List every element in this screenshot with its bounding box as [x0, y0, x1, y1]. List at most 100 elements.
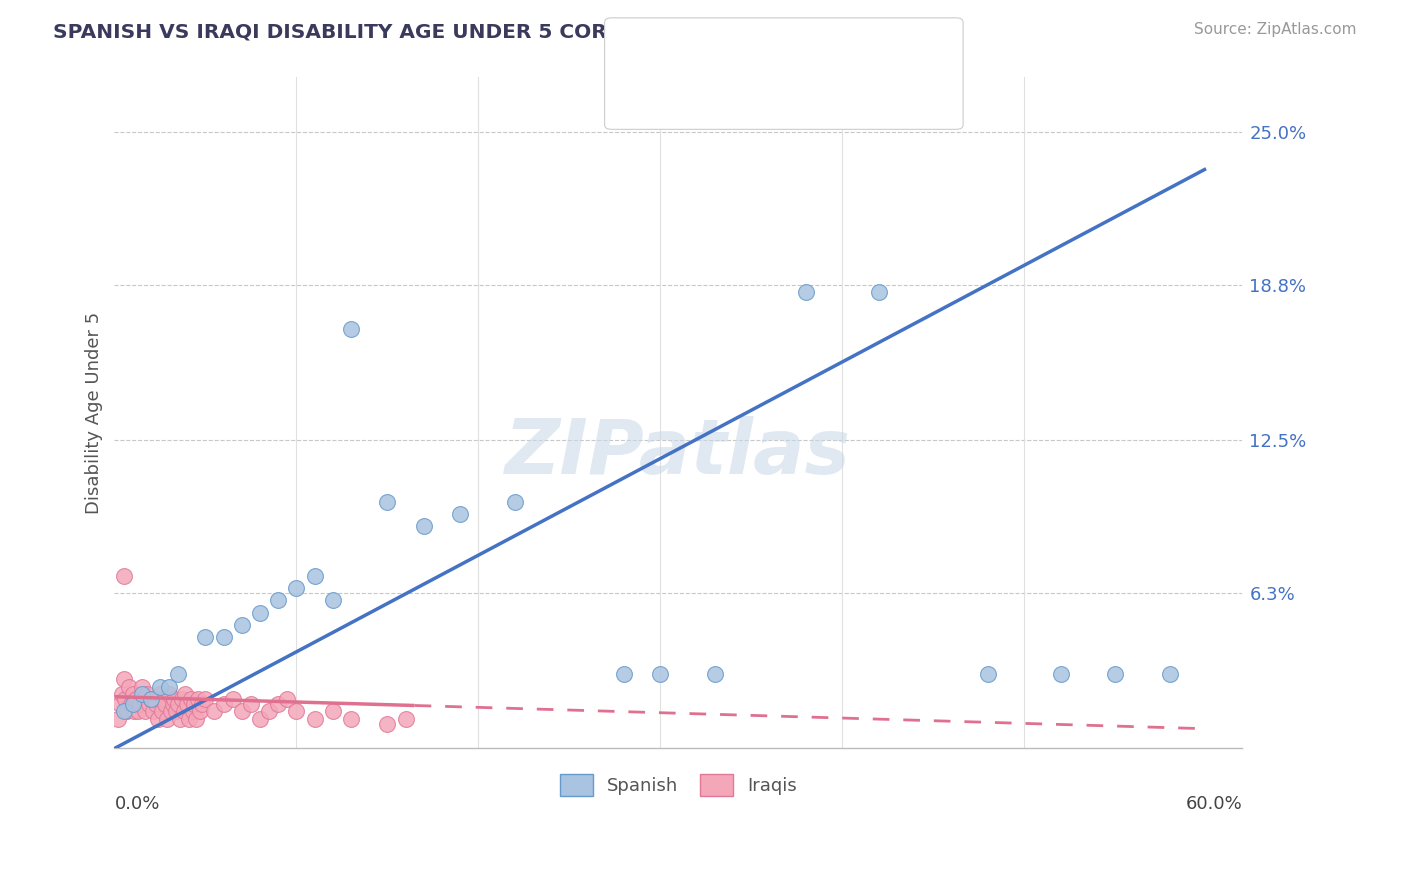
Point [1104, 667, 1126, 681]
Point [304, 569, 326, 583]
Point [112, 705, 135, 719]
Point [340, 322, 363, 336]
Point [204, 705, 226, 719]
Point [155, 697, 177, 711]
Point [132, 692, 155, 706]
Y-axis label: Disability Age Under 5: Disability Age Under 5 [86, 312, 103, 514]
Point [267, 593, 290, 607]
Point [249, 712, 271, 726]
Point [1049, 667, 1071, 681]
Point [868, 285, 890, 299]
Point [186, 712, 208, 726]
Point [128, 697, 150, 711]
Point [112, 569, 135, 583]
Point [120, 697, 142, 711]
Point [131, 680, 153, 694]
Point [285, 581, 308, 595]
Point [703, 667, 725, 681]
Point [194, 631, 217, 645]
Point [115, 705, 138, 719]
Point [322, 705, 344, 719]
Point [167, 697, 190, 711]
Point [285, 705, 308, 719]
Text: 60.0%: 60.0% [1185, 796, 1243, 814]
Point [139, 692, 162, 706]
Point [231, 618, 253, 632]
Point [112, 673, 135, 687]
Point [165, 705, 187, 719]
Point [257, 705, 280, 719]
Point [613, 667, 636, 681]
Point [118, 680, 141, 694]
Point [181, 705, 204, 719]
Point [162, 697, 184, 711]
Point [121, 697, 143, 711]
Point [190, 697, 212, 711]
Point [267, 697, 290, 711]
Point [143, 692, 166, 706]
Point [650, 667, 672, 681]
Point [157, 687, 180, 701]
Point [304, 712, 326, 726]
Point [121, 687, 143, 701]
Point [239, 697, 262, 711]
Point [145, 697, 167, 711]
Point [163, 692, 186, 706]
Point [412, 519, 434, 533]
Text: R =  0.757   N = 29: R = 0.757 N = 29 [665, 47, 842, 65]
Point [124, 705, 146, 719]
Point [174, 687, 197, 701]
Point [136, 687, 159, 701]
Point [194, 692, 217, 706]
Point [152, 692, 174, 706]
Text: SPANISH VS IRAQI DISABILITY AGE UNDER 5 CORRELATION CHART: SPANISH VS IRAQI DISABILITY AGE UNDER 5 … [53, 22, 801, 41]
Point [340, 712, 363, 726]
Point [142, 705, 165, 719]
Point [167, 667, 190, 681]
Point [108, 697, 131, 711]
Point [169, 712, 191, 726]
Point [107, 712, 129, 726]
Point [212, 697, 235, 711]
Point [131, 687, 153, 701]
Point [150, 705, 173, 719]
Text: ZIPatlas: ZIPatlas [505, 417, 852, 491]
Text: Source: ZipAtlas.com: Source: ZipAtlas.com [1194, 22, 1357, 37]
Point [449, 507, 471, 521]
Point [139, 692, 162, 706]
Point [177, 712, 200, 726]
Point [212, 631, 235, 645]
Point [114, 692, 136, 706]
Point [188, 705, 211, 719]
Point [503, 495, 526, 509]
Point [375, 495, 398, 509]
Point [146, 712, 169, 726]
Point [149, 680, 172, 694]
Point [176, 697, 198, 711]
Point [375, 716, 398, 731]
Point [231, 705, 253, 719]
Point [276, 692, 298, 706]
Point [127, 705, 149, 719]
Point [221, 692, 243, 706]
Point [157, 680, 180, 694]
Point [134, 705, 156, 719]
Point [149, 687, 172, 701]
Point [977, 667, 1000, 681]
Point [183, 697, 205, 711]
Point [125, 692, 148, 706]
Point [794, 285, 817, 299]
Point [187, 692, 209, 706]
Point [322, 593, 344, 607]
Point [138, 697, 160, 711]
Point [180, 692, 202, 706]
Point [159, 705, 181, 719]
Point [1159, 667, 1181, 681]
Legend: Spanish, Iraqis: Spanish, Iraqis [553, 767, 804, 803]
Point [111, 687, 134, 701]
Text: R = -0.164   N = 63: R = -0.164 N = 63 [665, 87, 842, 105]
Point [156, 712, 179, 726]
Point [173, 705, 195, 719]
Point [170, 692, 193, 706]
Text: 0.0%: 0.0% [114, 796, 160, 814]
